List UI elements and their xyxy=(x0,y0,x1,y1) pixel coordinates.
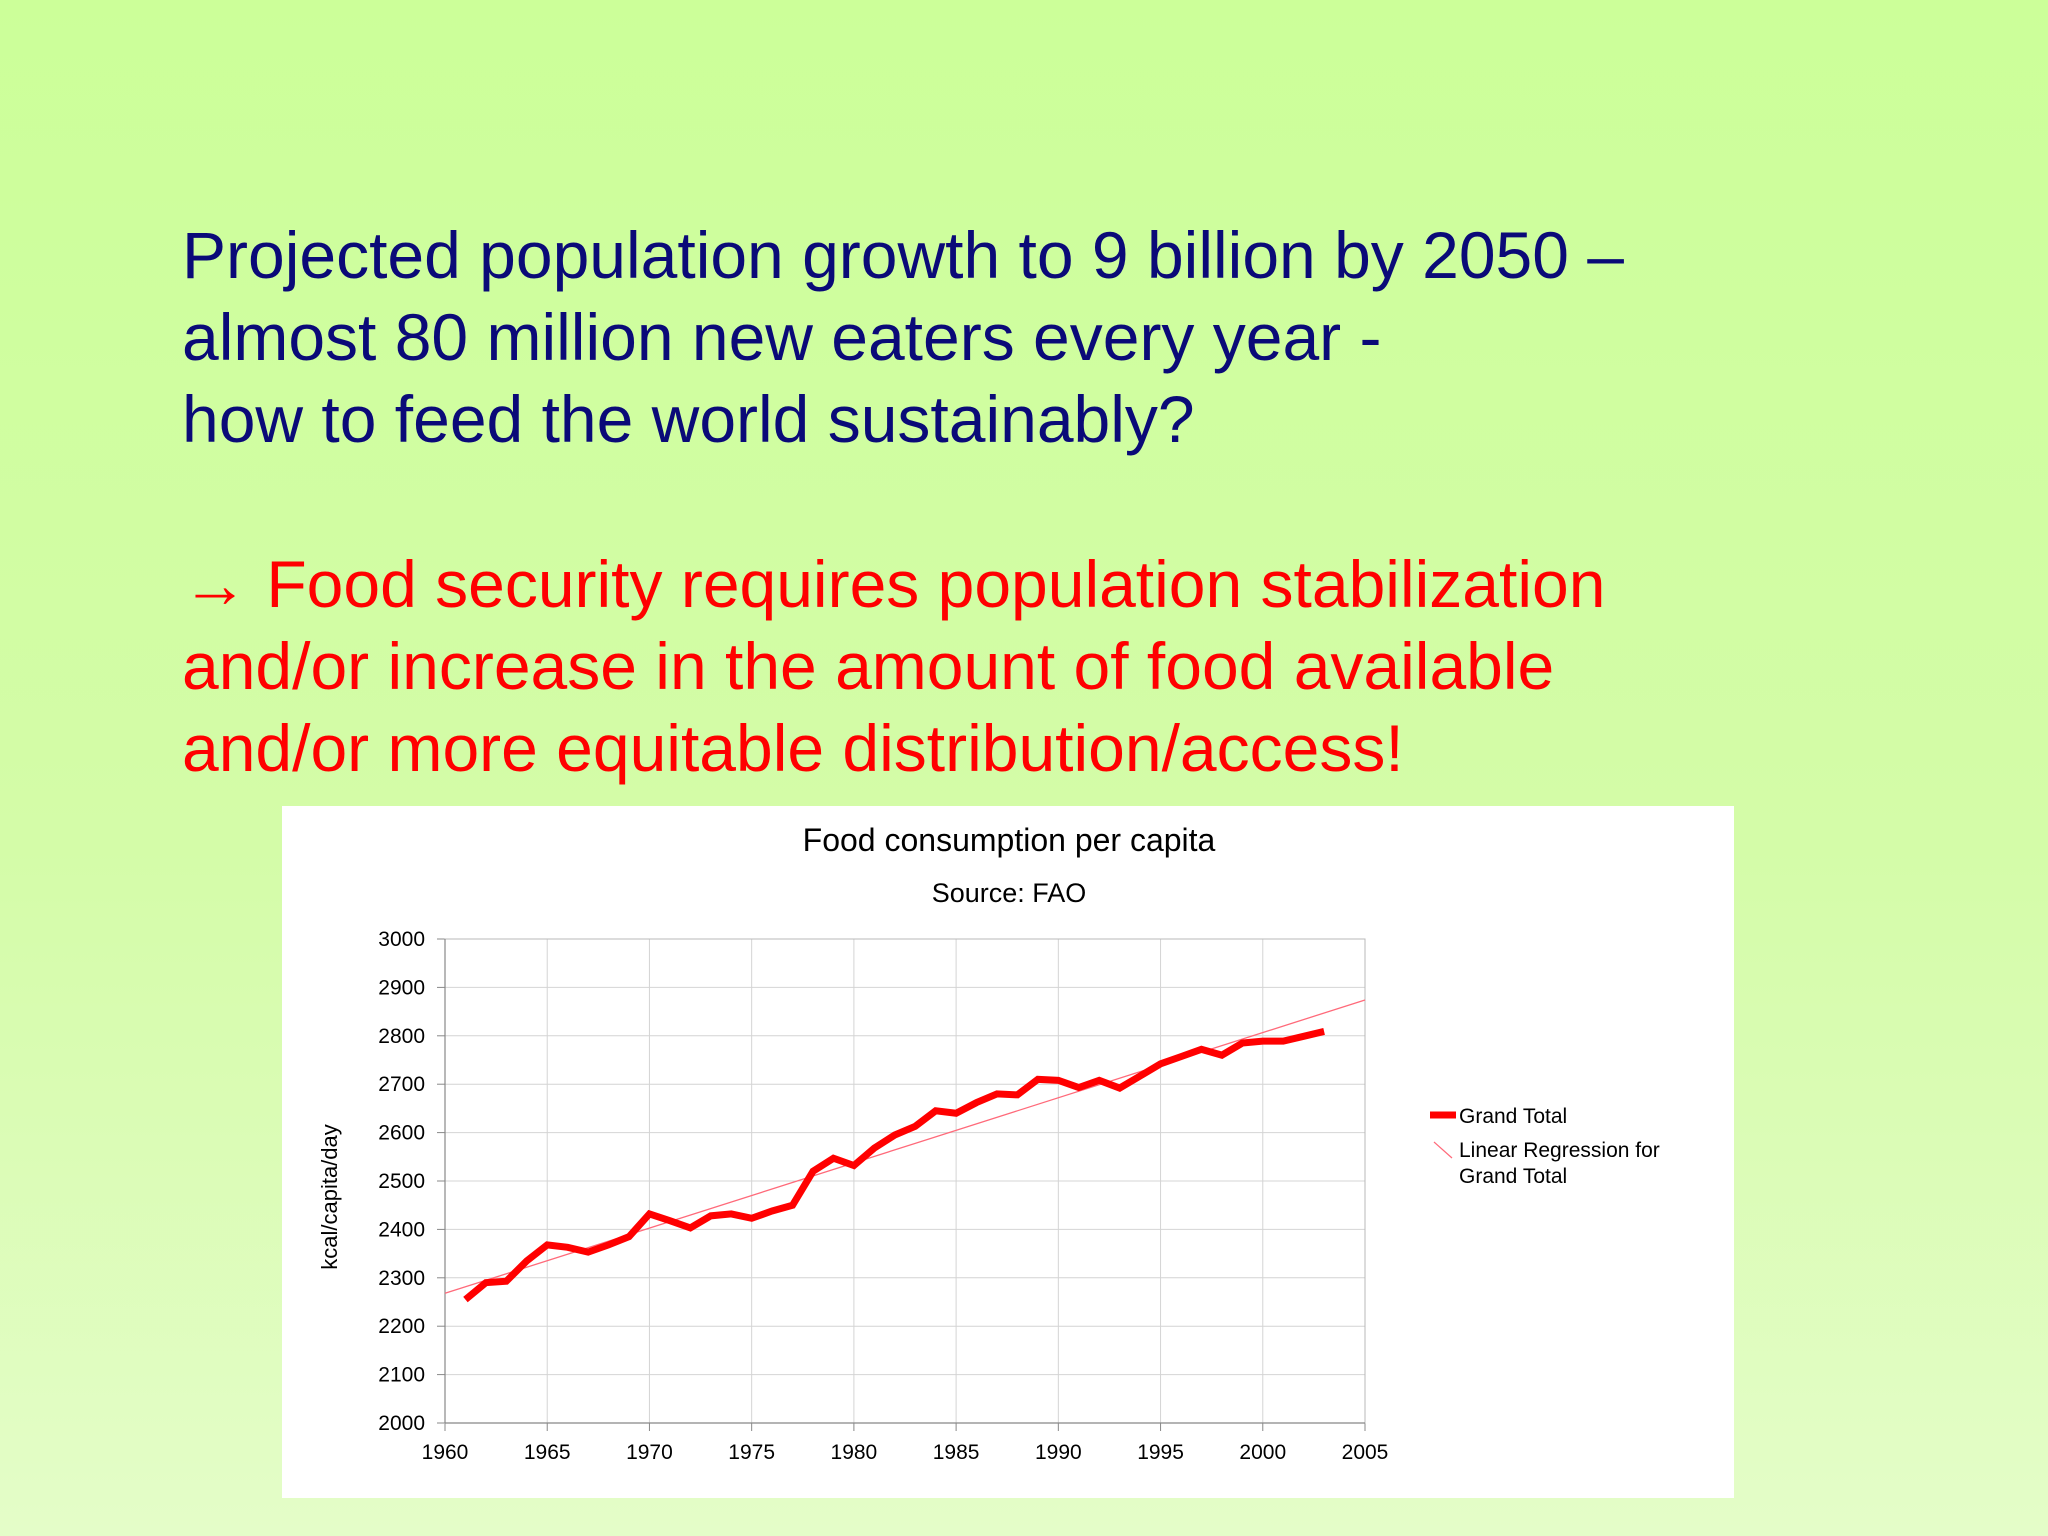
y-tick-label-2400: 2400 xyxy=(378,1218,425,1241)
y-tick-label-2800: 2800 xyxy=(378,1025,425,1048)
x-tick-label-1990: 1990 xyxy=(1035,1441,1082,1464)
x-tick-label-2005: 2005 xyxy=(1342,1441,1389,1464)
x-tick-label-1975: 1975 xyxy=(728,1441,775,1464)
y-tick-label-2500: 2500 xyxy=(378,1170,425,1193)
x-tick-label-1985: 1985 xyxy=(933,1441,980,1464)
question-line-3: how to feed the world sustainably? xyxy=(182,382,1195,456)
legend-label-grand-total: Grand Total xyxy=(1459,1105,1567,1128)
x-tick-label-1965: 1965 xyxy=(524,1441,571,1464)
y-tick-label-2600: 2600 xyxy=(378,1122,425,1145)
x-tick-label-2000: 2000 xyxy=(1239,1441,1286,1464)
x-tick-label-1960: 1960 xyxy=(422,1441,469,1464)
chart-title: Food consumption per capita xyxy=(803,822,1216,858)
y-tick-label-2700: 2700 xyxy=(378,1073,425,1096)
tick-labels: 2000 2100 2200 2300 2400 2500 2600 2700 2800 2900… xyxy=(378,928,1388,1464)
x-tick-label-1995: 1995 xyxy=(1137,1441,1184,1464)
chart-subtitle: Source: FAO xyxy=(932,878,1087,908)
y-axis-label: kcal/capita/day xyxy=(317,1124,342,1270)
y-tick-label-2100: 2100 xyxy=(378,1364,425,1387)
x-tick-label-1970: 1970 xyxy=(626,1441,673,1464)
legend-label-regression-line-2: Grand Total xyxy=(1459,1165,1567,1188)
answer-line-1: → Food security requires population stab… xyxy=(182,547,1606,621)
grid-lines xyxy=(444,938,1366,1424)
question-line-1: Projected population growth to 9 billion… xyxy=(182,218,1624,292)
slide-question-text: Projected population growth to 9 billion… xyxy=(182,214,1624,460)
y-tick-label-3000: 3000 xyxy=(378,928,425,951)
x-tick-label-1980: 1980 xyxy=(831,1441,878,1464)
chart-panel: Food consumption per capita Source: FAO … xyxy=(282,806,1734,1498)
series-lines xyxy=(444,999,1366,1303)
grand-total-line xyxy=(463,1028,1325,1303)
answer-line-2: and/or increase in the amount of food av… xyxy=(182,629,1555,703)
answer-line-3: and/or more equitable distribution/acces… xyxy=(182,711,1404,785)
chart-legend: Grand Total Linear Regression for Grand … xyxy=(1430,1105,1666,1188)
legend-label-regression-line-1: Linear Regression for xyxy=(1459,1139,1660,1162)
food-consumption-chart: Food consumption per capita Source: FAO … xyxy=(317,822,1666,1464)
axes xyxy=(437,938,1366,1431)
y-tick-label-2300: 2300 xyxy=(378,1267,425,1290)
question-line-2: almost 80 million new eaters every year … xyxy=(182,300,1382,374)
slide-answer-text: → Food security requires population stab… xyxy=(182,543,1605,789)
legend-label-regression: Linear Regression for Grand Total xyxy=(1459,1139,1666,1188)
y-tick-label-2900: 2900 xyxy=(378,976,425,999)
y-tick-label-2200: 2200 xyxy=(378,1315,425,1338)
y-tick-label-2000: 2000 xyxy=(378,1412,425,1435)
legend-swatch-regression xyxy=(1433,1141,1453,1159)
